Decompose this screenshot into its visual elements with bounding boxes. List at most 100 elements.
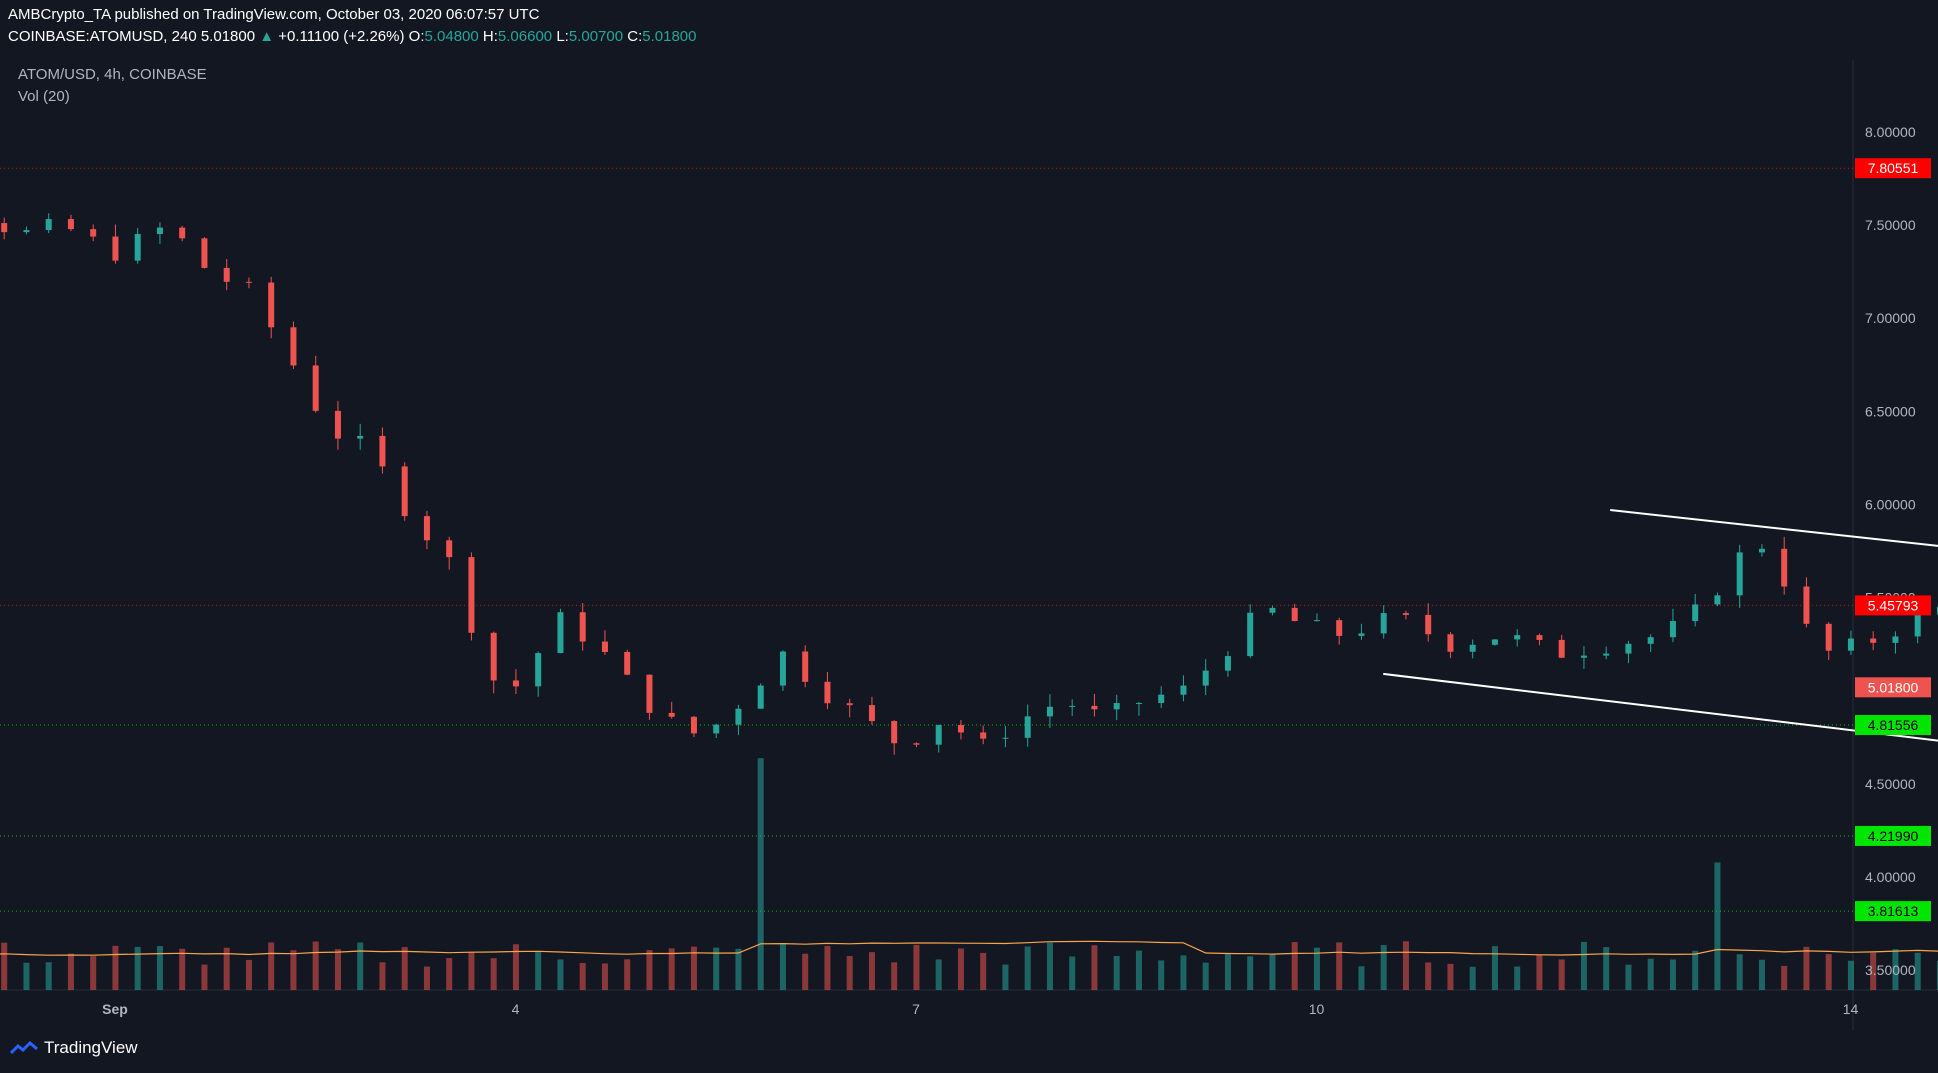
volume-bar — [423, 966, 430, 990]
candle-body — [112, 236, 119, 261]
tradingview-brand[interactable]: TradingView — [10, 1038, 138, 1058]
volume-bar — [1291, 942, 1298, 990]
volume-bar — [1002, 964, 1009, 990]
candle-body — [1313, 620, 1320, 622]
volume-bar — [1758, 959, 1765, 990]
candle-body — [535, 653, 542, 687]
price-label-box — [1855, 158, 1931, 179]
volume-bar — [1224, 954, 1231, 990]
candle-body — [490, 632, 497, 681]
volume-bar — [201, 964, 208, 990]
price-label-box — [1855, 901, 1931, 922]
price-tick-label: 6.50000 — [1865, 403, 1916, 419]
candle-body — [1447, 634, 1454, 652]
volume-bar — [557, 959, 564, 990]
candle-body — [1425, 614, 1432, 635]
price-tick-label: 4.00000 — [1865, 869, 1916, 885]
volume-bar — [1781, 965, 1788, 990]
trendline — [1383, 672, 1938, 742]
volume-bar — [45, 962, 52, 990]
volume-bar — [690, 946, 697, 990]
candle-body — [713, 724, 720, 734]
candle-body — [1603, 653, 1610, 656]
volume-bar — [1603, 947, 1610, 990]
publisher-name[interactable]: AMBCrypto_TA — [8, 6, 111, 23]
candle-body — [268, 282, 275, 328]
candle-body — [1580, 655, 1587, 658]
volume-bar — [1580, 941, 1587, 990]
low-label: L: — [556, 28, 569, 45]
volume-bar — [1202, 962, 1209, 990]
price-chart[interactable]: 8.000007.500007.000006.500006.000005.500… — [0, 0, 1938, 1030]
price-change: +0.11100 (+2.26%) — [278, 28, 405, 45]
volume-bar — [1046, 942, 1053, 990]
close-value: 5.01800 — [642, 28, 697, 45]
price-label-text: 4.21990 — [1868, 828, 1919, 844]
volume-bar — [757, 758, 764, 990]
published-text: published on TradingView.com, October 03… — [114, 6, 540, 23]
volume-bar — [1402, 941, 1409, 990]
volume-bar — [156, 946, 163, 990]
candle-body — [1491, 639, 1498, 645]
price-tick-label: 8.00000 — [1865, 124, 1916, 140]
volume-bar — [802, 953, 809, 990]
volume-bar — [1425, 962, 1432, 990]
volume-bar — [1091, 945, 1098, 990]
volume-bar — [357, 942, 364, 990]
volume-bar — [1536, 954, 1543, 990]
volume-bar — [223, 947, 230, 990]
candle-body — [646, 674, 653, 713]
candle-body — [1024, 716, 1031, 738]
price-label-box — [1855, 677, 1931, 698]
candle-body — [1892, 636, 1899, 643]
candle-body — [1469, 644, 1476, 652]
candle-body — [1514, 635, 1521, 640]
open-label: O: — [408, 28, 425, 45]
price-label-text: 5.45793 — [1868, 597, 1919, 613]
candle-body — [1247, 612, 1254, 657]
time-tick-label: 4 — [512, 1001, 520, 1017]
candle-body — [23, 230, 30, 233]
candle-body — [290, 327, 297, 366]
high-label: H: — [482, 28, 498, 45]
candle-body — [601, 641, 608, 652]
candle-body — [1380, 613, 1387, 634]
candle-body — [401, 466, 408, 517]
candle-body — [1091, 705, 1098, 710]
volume-bar — [290, 950, 297, 990]
volume-bar — [1447, 963, 1454, 990]
candle-body — [690, 716, 697, 734]
volume-bar — [935, 959, 942, 990]
volume-bar — [1736, 954, 1743, 990]
last-price: 5.01800 — [200, 28, 256, 45]
volume-bar — [1247, 956, 1254, 990]
volume-bar — [401, 947, 408, 990]
volume-bar — [913, 944, 920, 990]
volume-bar — [23, 962, 30, 990]
candle-body — [179, 227, 186, 239]
candle-body — [1714, 595, 1721, 605]
price-tick-label: 4.50000 — [1865, 776, 1916, 792]
candle-body — [1113, 703, 1120, 710]
candle-body — [1669, 621, 1676, 638]
candle-body — [90, 229, 97, 237]
volume-indicator-title[interactable]: Vol (20) — [18, 88, 70, 105]
volume-bar — [245, 959, 252, 990]
candle-body — [1202, 670, 1209, 686]
candle-body — [779, 651, 786, 686]
volume-bar — [868, 952, 875, 990]
volume-bar — [957, 948, 964, 990]
volume-bar — [134, 946, 141, 990]
candle-body — [45, 219, 52, 231]
price-label-text: 4.81556 — [1868, 717, 1919, 733]
volume-bar — [1692, 950, 1699, 990]
candle-body — [824, 681, 831, 704]
volume-bar — [1558, 959, 1565, 990]
candle-body — [1402, 613, 1409, 615]
candle-body — [1647, 637, 1654, 644]
volume-bar — [1313, 947, 1320, 990]
volume-bar — [1469, 966, 1476, 990]
volume-bar — [624, 959, 631, 990]
time-tick-label: 10 — [1309, 1001, 1325, 1017]
price-label-text: 3.81613 — [1868, 903, 1919, 919]
